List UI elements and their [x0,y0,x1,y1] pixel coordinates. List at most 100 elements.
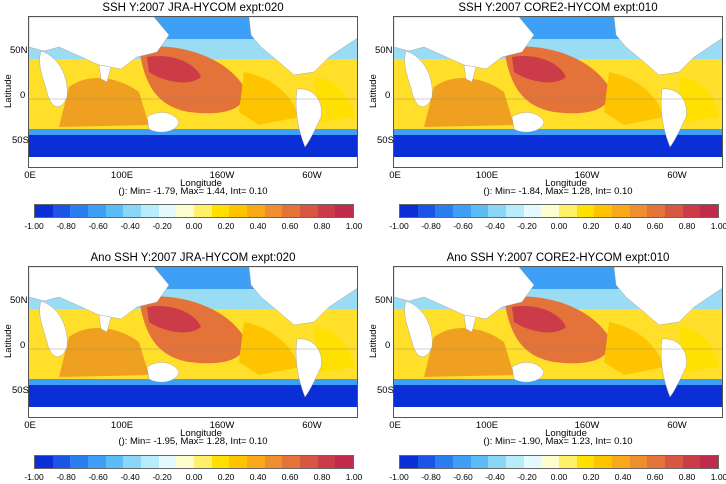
colorbar-swatch [594,205,612,217]
panel-title: SSH Y:2007 CORE2-HYCOM expt:010 [393,2,723,15]
colorbar-swatch [471,205,489,217]
colorbar-swatch [194,205,212,217]
y-tick-50s: 50S [12,135,29,146]
colorbar-tick-label: 0.60 [647,221,664,231]
colorbar-swatch [318,205,336,217]
colorbar-swatch [453,456,471,468]
x-tick-60w: 60W [657,170,697,181]
ssh-map [28,266,358,418]
colorbar-swatch [106,456,124,468]
x-tick-0e: 0E [375,170,415,181]
y-tick-50n: 50N [375,295,392,306]
colorbar-swatch [559,205,577,217]
antarctica-land [29,407,358,418]
colorbar-swatch [229,456,247,468]
colorbar-tick-label: -0.60 [453,221,472,231]
colorbar-tick-label: 0.20 [583,472,600,482]
colorbar-tick-label: 1.00 [711,221,726,231]
colorbar-swatch [700,456,718,468]
colorbar [399,204,719,218]
colorbar-swatch [300,205,318,217]
colorbar-swatch [212,205,230,217]
colorbar-swatch [665,205,683,217]
colorbar-swatch [612,456,630,468]
colorbar-swatch [88,456,106,468]
y-tick-50n: 50N [375,45,392,56]
colorbar-swatch [335,205,353,217]
y-tick-0: 0 [385,90,390,101]
colorbar-swatch [229,205,247,217]
ssh-map [393,16,723,168]
y-tick-0: 0 [385,340,390,351]
colorbar-tick-label: 0.40 [615,221,632,231]
colorbar-tick-label: 1.00 [711,472,726,482]
colorbar-tick-label: -0.80 [421,221,440,231]
colorbar-swatch [435,456,453,468]
colorbar-swatch [247,205,265,217]
colorbar-swatch [524,205,542,217]
colorbar-tick-label: -1.00 [389,472,408,482]
colorbar-tick-label: -0.60 [88,221,107,231]
colorbar-swatch [506,205,524,217]
colorbar-swatch [53,205,71,217]
colorbar-swatch [176,205,194,217]
colorbar [34,204,354,218]
colorbar-swatch [265,456,283,468]
colorbar-tick-label: 0.20 [218,221,235,231]
y-tick-50s: 50S [377,135,394,146]
colorbar-swatch [88,205,106,217]
colorbar-tick-label: -1.00 [389,221,408,231]
panel-caption: (): Min= -1.79, Max= 1.44, Int= 0.10 [28,186,358,197]
colorbar-swatch [541,205,559,217]
y-axis-label: Latitude [3,74,14,108]
antarctica-land [394,407,723,418]
colorbar-swatch [506,456,524,468]
colorbar-swatch [35,456,53,468]
y-tick-50s: 50S [377,385,394,396]
panel-caption: (): Min= -1.95, Max= 1.28, Int= 0.10 [28,436,358,447]
colorbar-swatch [176,456,194,468]
colorbar-swatch [683,205,701,217]
colorbar-tick-label: -0.20 [517,221,536,231]
colorbar-swatch [577,205,595,217]
y-tick-50n: 50N [10,45,27,56]
colorbar-tick-label: 0.00 [186,221,203,231]
colorbar-swatch [630,205,648,217]
colorbar-swatch [594,456,612,468]
y-tick-0: 0 [20,340,25,351]
colorbar-swatch [318,456,336,468]
y-axis-label: Latitude [368,74,379,108]
colorbar [34,455,354,469]
panel-caption: (): Min= -1.84, Max= 1.28, Int= 0.10 [393,186,723,197]
colorbar-tick-label: 0.20 [583,221,600,231]
colorbar-tick-label: -0.80 [56,221,75,231]
colorbar-swatch [559,456,577,468]
colorbar-swatch [665,456,683,468]
colorbar-tick-label: 0.80 [314,221,331,231]
colorbar-swatch [282,205,300,217]
colorbar-tick-label: -0.20 [152,221,171,231]
colorbar-swatch [194,456,212,468]
x-tick-60w: 60W [292,420,332,431]
colorbar-tick-label: 1.00 [346,472,363,482]
colorbar-swatch [524,456,542,468]
colorbar-swatch [435,205,453,217]
panel-title: Ano SSH Y:2007 CORE2-HYCOM expt:010 [393,252,723,265]
x-tick-0e: 0E [10,420,50,431]
colorbar-swatch [300,456,318,468]
x-tick-0e: 0E [375,420,415,431]
colorbar-tick-label: 0.80 [679,221,696,231]
colorbar-swatch [282,456,300,468]
colorbar-swatch [471,456,489,468]
colorbar-swatch [577,456,595,468]
colorbar-tick-label: -1.00 [24,221,43,231]
colorbar [399,455,719,469]
antarctica-land [29,157,358,168]
colorbar-swatch [212,456,230,468]
colorbar-tick-label: -1.00 [24,472,43,482]
x-tick-100e: 100E [102,420,142,431]
colorbar-swatch [541,456,559,468]
colorbar-swatch [123,205,141,217]
y-axis-label: Latitude [3,324,14,358]
colorbar-swatch [35,205,53,217]
